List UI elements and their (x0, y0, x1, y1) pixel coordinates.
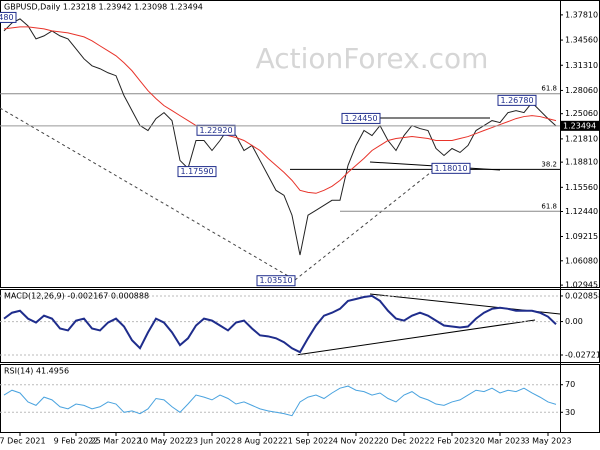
annotation-box (256, 275, 296, 287)
y-tick-label: 1.31310 (565, 61, 598, 70)
trendline (0, 107, 296, 281)
x-tick-label: 2 Feb 2023 (430, 437, 475, 446)
x-tick-label: 27 Dec 2021 (0, 437, 46, 446)
annotation-label: 1.22920 (199, 126, 232, 135)
series-line (3, 294, 557, 354)
annotation-label: 1.24450 (344, 114, 377, 123)
y-tick-label: 1.02945 (565, 281, 598, 290)
annotation-box (497, 94, 537, 106)
fib-label: 38.2 (541, 160, 557, 168)
fib-label: 61.8 (541, 202, 557, 210)
watermark: ActionForex.com (256, 42, 489, 75)
panel-title: MACD(12,26,9) -0.002167 0.000888 (4, 292, 149, 301)
y-tick-label: -0.027213 (565, 351, 600, 360)
last-price-label: 1.23494 (563, 121, 596, 130)
y-tick-label: 1.34560 (565, 36, 598, 45)
panel-title: RSI(14) 41.4956 (4, 367, 69, 376)
y-tick-label: 0.00 (565, 317, 583, 326)
y-tick-label: 0.020858 (565, 291, 600, 300)
y-tick-label: 1.37810 (565, 10, 598, 19)
trendline (294, 164, 441, 281)
annotation-box (341, 112, 381, 124)
x-tick-label: 23 Jun 2022 (188, 437, 236, 446)
annotation-label: 1.03510 (259, 276, 292, 285)
macd-trendline (295, 319, 536, 356)
y-tick-label: 1.25060 (565, 109, 598, 118)
panel-title: GBPUSD,Daily 1.23218 1.23942 1.23098 1.2… (4, 3, 203, 12)
y-tick-label: 1.15560 (565, 183, 598, 192)
annotation-label: 1.17590 (180, 167, 213, 176)
y-tick-label: 1.12440 (565, 207, 598, 216)
y-tick-label: 1.21810 (565, 134, 598, 143)
x-tick-label: 10 May 2022 (138, 437, 190, 446)
annotation-label: 1.18010 (434, 164, 467, 173)
x-tick-label: 21 Sep 2022 (283, 437, 334, 446)
series-line (3, 26, 557, 194)
y-tick-label: 1.09215 (565, 232, 598, 241)
x-tick-label: 25 Mar 2022 (91, 437, 142, 446)
annotation-box (0, 11, 17, 23)
series-line (3, 385, 557, 417)
x-tick-label: 8 Aug 2022 (237, 437, 283, 446)
fib-label: 61.8 (541, 85, 557, 93)
annotation-label: 1.37480 (0, 13, 14, 22)
annotation-box (431, 162, 471, 174)
annotation-box (196, 124, 236, 136)
rsi-panel (0, 364, 600, 433)
x-tick-label: 20 Dec 2022 (378, 437, 429, 446)
y-tick-label: 1.28060 (565, 86, 598, 95)
last-price-box (561, 120, 599, 131)
x-tick-label: 3 May 2023 (524, 437, 571, 446)
x-tick-label: 9 Feb 2022 (54, 437, 99, 446)
y-tick-label: 1.06080 (565, 256, 598, 265)
y-tick-label: 70 (565, 380, 575, 389)
x-tick-label: 20 Mar 2023 (475, 437, 526, 446)
y-tick-label: 30 (565, 408, 575, 417)
annotation-box (177, 166, 217, 178)
annotation-label: 1.26780 (500, 96, 533, 105)
x-tick-label: 4 Nov 2022 (333, 437, 379, 446)
series-line (3, 18, 557, 256)
y-tick-label: 1.18810 (565, 158, 598, 167)
